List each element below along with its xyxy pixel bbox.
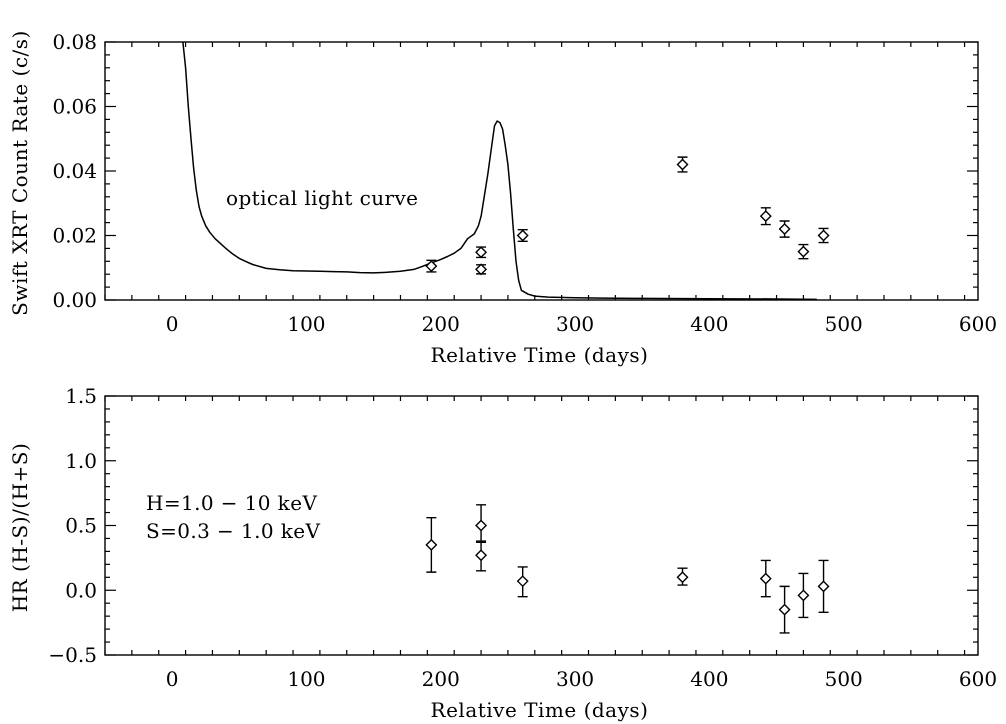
- y-tick-label: 0.0: [65, 578, 97, 602]
- hardness-ratio-x-axis-label: Relative Time (days): [431, 698, 649, 722]
- data-point-diamond: [475, 263, 488, 276]
- error-bar: [677, 156, 688, 173]
- y-tick-label: 0.5: [65, 514, 97, 538]
- x-tick-label: 600: [959, 312, 997, 336]
- hardness-ratio-marks: [425, 504, 830, 634]
- x-tick-label: 100: [287, 667, 325, 691]
- x-tick-label: 300: [556, 667, 594, 691]
- hardness-ratio-panel: 0 100 200 300 400 500 600 −0.5 0.0 0.5 1.0 1.5 Rela…: [8, 384, 997, 722]
- hard-band-label: H=1.0 − 10 keV: [146, 491, 317, 515]
- error-bar: [818, 559, 829, 613]
- x-tick-label: 500: [825, 312, 863, 336]
- error-bar: [798, 572, 809, 619]
- count-rate-y-axis-label: Swift XRT Count Rate (c/s): [8, 30, 32, 316]
- error-bar: [426, 517, 437, 573]
- y-tick-label: 0.00: [52, 288, 97, 312]
- error-bar: [760, 559, 771, 598]
- error-bar: [677, 567, 688, 586]
- optical-light-curve-line: [182, 41, 817, 301]
- y-tick-label: 0.02: [52, 224, 97, 248]
- error-bar: [779, 220, 790, 238]
- error-bar: [476, 504, 487, 542]
- error-bar: [476, 541, 487, 572]
- x-tick-label: 0: [166, 667, 179, 691]
- data-point-diamond: [778, 223, 791, 236]
- data-point-diamond: [759, 572, 772, 585]
- x-tick-label: 600: [959, 667, 997, 691]
- error-bar: [798, 243, 809, 260]
- soft-band-label: S=0.3 − 1.0 keV: [146, 519, 320, 543]
- count-rate-x-axis-label: Relative Time (days): [431, 343, 649, 367]
- y-tick-label: 1.0: [65, 449, 97, 473]
- error-bar: [517, 566, 528, 598]
- x-tick-label: 0: [166, 312, 179, 336]
- data-point-diamond: [516, 229, 529, 242]
- optical-light-curve-label: optical light curve: [226, 186, 418, 210]
- y-tick-label: 0.08: [52, 30, 97, 54]
- error-bar: [779, 585, 790, 634]
- data-point-diamond: [425, 260, 438, 273]
- count-rate-panel: 0 100 200 300 400 500 6000.000.020.040.060.08 …: [8, 30, 997, 367]
- count-rate-plot-frame: [104, 41, 979, 301]
- y-tick-label: −0.5: [48, 643, 97, 667]
- data-point-diamond: [475, 246, 488, 259]
- x-tick-label: 200: [422, 667, 460, 691]
- y-tick-label: 0.04: [52, 159, 97, 183]
- x-tick-label: 400: [690, 667, 728, 691]
- x-tick-label: 200: [422, 312, 460, 336]
- data-point-diamond: [516, 575, 529, 588]
- error-bar: [818, 227, 829, 244]
- data-point-diamond: [759, 210, 772, 223]
- data-point-diamond: [817, 580, 830, 593]
- x-tick-label: 500: [825, 667, 863, 691]
- y-tick-label: 0.06: [52, 95, 97, 119]
- x-tick-label: 100: [287, 312, 325, 336]
- count-rate-marks: [182, 41, 830, 301]
- data-point-diamond: [676, 571, 689, 584]
- data-point-diamond: [676, 158, 689, 171]
- data-point-diamond: [778, 603, 791, 616]
- data-point-diamond: [797, 589, 810, 602]
- data-point-diamond: [475, 519, 488, 532]
- hardness-ratio-ticks: 0 100 200 300 400 500 600 −0.5 0.0 0.5 1.0 1.5: [48, 384, 997, 691]
- data-point-diamond: [797, 245, 810, 258]
- x-tick-label: 300: [556, 312, 594, 336]
- hardness-ratio-y-axis-label: HR (H-S)/(H+S): [8, 443, 32, 613]
- y-tick-label: 1.5: [65, 384, 97, 408]
- data-point-diamond: [475, 549, 488, 562]
- data-point-diamond: [425, 538, 438, 551]
- count-rate-ticks: 0 100 200 300 400 500 600 0.00 0.02 0.04 0.06 0.08: [52, 30, 997, 336]
- x-tick-label: 400: [690, 312, 728, 336]
- data-point-diamond: [817, 229, 830, 242]
- error-bar: [760, 207, 771, 226]
